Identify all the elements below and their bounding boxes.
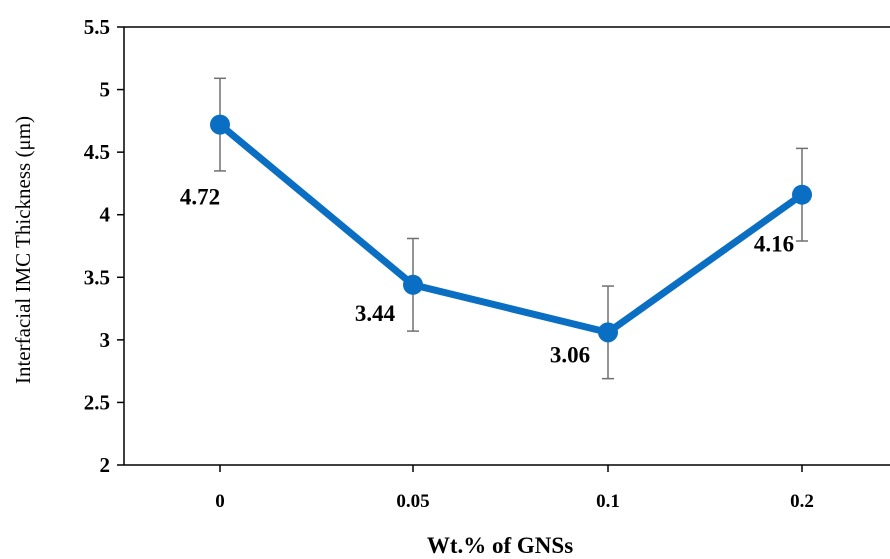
- x-axis-title: Wt.% of GNSs: [427, 533, 573, 558]
- y-tick-label: 5: [100, 78, 111, 102]
- x-tick-label: 0: [215, 491, 225, 512]
- y-tick-label: 5.5: [84, 15, 110, 39]
- x-axis-ticks: 0 0.05 0.1 0.2: [215, 465, 814, 512]
- data-point: [403, 274, 423, 295]
- y-tick-label: 4: [100, 203, 111, 227]
- data-label: 4.72: [180, 185, 220, 210]
- data-label: 3.44: [355, 301, 396, 326]
- error-bars: [214, 77, 808, 380]
- y-tick-label: 3: [100, 328, 111, 352]
- y-tick-label: 3.5: [84, 265, 110, 289]
- data-label: 4.16: [754, 232, 794, 257]
- series-line: [217, 121, 805, 336]
- axes: [123, 26, 890, 466]
- y-tick-label: 2.5: [84, 390, 110, 414]
- y-tick-label: 4.5: [84, 140, 110, 164]
- x-tick-label: 0.1: [596, 491, 620, 512]
- data-label: 3.06: [550, 342, 590, 367]
- data-point: [210, 114, 230, 135]
- data-point: [598, 322, 618, 343]
- data-labels: 4.72 3.44 3.06 4.16: [180, 185, 794, 368]
- data-point: [792, 184, 812, 205]
- y-tick-label: 2: [100, 453, 111, 477]
- series-line-group: [210, 114, 812, 343]
- y-axis-ticks: 2 2.5 3 3.5 4 4.5 5 5.5: [84, 15, 124, 477]
- x-tick-label: 0.2: [790, 491, 814, 512]
- y-axis-title: Interfacial IMC Thickness (μm): [11, 116, 35, 384]
- x-tick-label: 0.05: [396, 491, 429, 512]
